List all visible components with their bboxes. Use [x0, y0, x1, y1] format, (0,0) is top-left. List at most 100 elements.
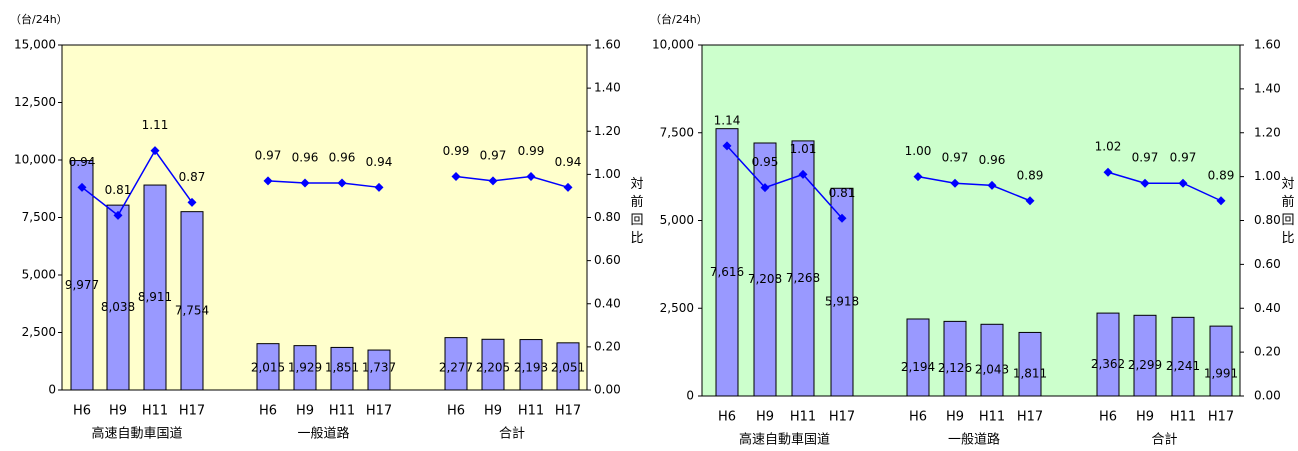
ratio-label: 0.89 [1208, 168, 1235, 182]
y2-tick-label: 0.40 [594, 296, 621, 310]
ratio-marker [1216, 196, 1226, 206]
y2-tick-label: 0.60 [1254, 257, 1281, 271]
y2-axis-title: 対前回比 [1281, 177, 1294, 246]
x-tick-label: H11 [1170, 410, 1196, 425]
group-label: 一般道路 [948, 432, 1000, 448]
bar-value-label: 2,043 [975, 363, 1009, 377]
bar-value-label: 7,754 [175, 303, 209, 317]
x-tick-label: H11 [979, 410, 1005, 425]
y2-tick-label: 1.60 [594, 38, 621, 52]
y2-tick-label: 0.80 [594, 210, 621, 224]
bar [943, 320, 967, 397]
bar-value-label: 2,277 [439, 361, 473, 375]
ratio-line [917, 175, 1031, 202]
x-tick-label: H17 [366, 404, 392, 419]
y-tick-label: 2,500 [22, 325, 56, 339]
y2-tick-label: 0.20 [594, 339, 621, 353]
bar [906, 318, 930, 397]
bar-value-label: 1,929 [288, 361, 322, 375]
ratio-line [267, 180, 380, 189]
ratio-label: 0.99 [443, 144, 470, 158]
y2-tick-label: 1.60 [1254, 38, 1281, 52]
bar [753, 142, 777, 397]
ratio-marker [798, 169, 808, 179]
ratio-marker [526, 172, 536, 182]
x-tick-label: H6 [1099, 410, 1117, 425]
ratio-label: 0.87 [179, 170, 206, 184]
bar [481, 338, 505, 391]
unit-label: （台/24h） [10, 12, 68, 26]
bar [256, 343, 280, 391]
bar [791, 140, 815, 397]
plot-area [701, 44, 1241, 397]
bar [330, 346, 354, 391]
ratio-marker [488, 176, 498, 186]
y2-tick-label: 1.40 [1254, 81, 1281, 95]
y-tick-label: 0 [686, 389, 694, 403]
bar-value-label: 2,126 [938, 361, 972, 375]
bar [444, 337, 468, 391]
y-tick-label: 10,000 [652, 38, 694, 52]
bar-value-label: 7,268 [786, 271, 820, 285]
y2-tick-label: 1.00 [594, 167, 621, 181]
ratio-label: 0.99 [518, 144, 545, 158]
ratio-label: 0.96 [979, 153, 1006, 167]
bar-value-label: 2,362 [1091, 357, 1125, 371]
y2-tick-label: 0.40 [1254, 301, 1281, 315]
y2-tick-label: 0.60 [594, 253, 621, 267]
bar [106, 204, 130, 391]
y-tick-label: 12,500 [14, 95, 56, 109]
bar [70, 160, 94, 391]
ratio-marker [722, 141, 732, 151]
ratio-marker [300, 178, 310, 188]
bar [1096, 312, 1120, 397]
ratio-marker [837, 213, 847, 223]
ratio-label: 0.97 [1170, 151, 1197, 165]
y2-tick-label: 1.40 [594, 81, 621, 95]
ratio-label: 0.89 [1017, 168, 1044, 182]
y2-tick-label: 0.20 [1254, 345, 1281, 359]
ratio-marker [563, 182, 573, 192]
ratio-marker [113, 210, 123, 220]
ratio-label: 0.96 [329, 151, 356, 165]
x-tick-label: H9 [109, 404, 127, 419]
x-tick-label: H6 [909, 410, 927, 425]
bar-value-label: 2,205 [476, 361, 510, 375]
bar [556, 342, 580, 391]
ratio-label: 0.94 [69, 155, 96, 169]
ratio-label: 0.97 [1132, 151, 1159, 165]
x-tick-label: H17 [829, 410, 855, 425]
ratio-label: 0.97 [255, 148, 282, 162]
y-tick-label: 5,000 [22, 268, 56, 282]
y-tick-label: 15,000 [14, 38, 56, 52]
ratio-label: 0.96 [292, 151, 319, 165]
group-label: 高速自動車国道 [91, 426, 182, 442]
unit-label: （台/24h） [650, 12, 708, 26]
bar [980, 323, 1004, 397]
plot-area [61, 44, 588, 391]
ratio-marker [77, 182, 87, 192]
bar-value-label: 2,193 [514, 361, 548, 375]
ratio-marker [1103, 167, 1113, 177]
y2-tick-label: 1.20 [1254, 125, 1281, 139]
group-label: 一般道路 [297, 426, 349, 442]
bar-value-label: 2,241 [1166, 359, 1200, 373]
bar [367, 349, 391, 391]
bar-value-label: 8,911 [138, 290, 172, 304]
ratio-label: 0.94 [366, 155, 393, 169]
y2-tick-label: 0.80 [1254, 213, 1281, 227]
ratio-marker [1178, 178, 1188, 188]
ratio-marker [150, 146, 160, 156]
y2-tick-label: 0.00 [594, 383, 621, 397]
bar-value-label: 7,616 [710, 265, 744, 279]
ratio-marker [451, 172, 461, 182]
ratio-label: 0.81 [829, 186, 856, 200]
bar [830, 187, 854, 397]
x-tick-label: H6 [73, 404, 91, 419]
ratio-label: 0.97 [480, 148, 507, 162]
ratio-label: 0.97 [942, 151, 969, 165]
ratio-label: 1.00 [905, 144, 932, 158]
x-tick-label: H9 [1136, 410, 1154, 425]
y2-tick-label: 0.00 [1254, 389, 1281, 403]
